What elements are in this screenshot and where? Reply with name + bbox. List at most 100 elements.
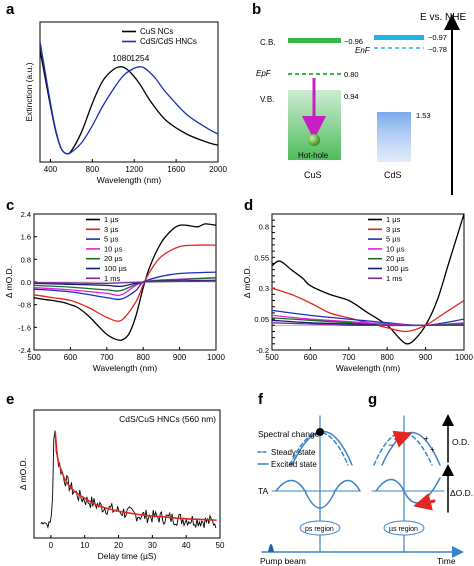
plot-frame-d [271,213,465,351]
us-region-ellipse [383,520,425,536]
enf-label: EnF [355,46,371,55]
legend-label-d: 20 µs [386,254,405,263]
series-line-d-1-ms [272,322,464,327]
series-line-c-20-µs [34,277,216,292]
cus-cb-value: −0.96 [344,37,363,46]
legend-label-a: CdS/CdS HNCs [140,37,197,46]
series-line-a-CdS/CdS-HNCs [40,41,218,155]
spectral-change-label: Spectral change [258,429,320,439]
chart-c-ta-spectra: 500 600 700 800 900 1000 -2.4 -1.6 -0.8 0.0 0.8 1.6… [4,210,225,373]
g-red-arrow-top [392,430,413,448]
x-tick-label-c: 900 [173,353,187,362]
g-ta-curve [375,477,441,504]
panel-label-b: b [252,1,261,18]
cds-cb-level [374,35,424,40]
legend-label-d: 100 µs [386,264,409,273]
x-tick-label-e: 50 [216,541,225,550]
x-tick-label-a: 400 [44,165,58,174]
x-tick-label-c: 500 [27,353,41,362]
panel-label-f: f [258,391,264,408]
panel-label-e: e [6,391,14,408]
y-tick-label-d: 0.3 [259,284,269,293]
y-axis-label-c: Δ mO.D. [4,266,14,298]
series-line-c-1-µs [34,223,216,341]
cds-cb-value: −0.97 [428,33,447,42]
legend-label-c: 3 µs [104,225,119,234]
chart-d-ta-spectra: 500 600 700 800 900 1000 -0.2 0.05 0.3 0.55 0.8 Wav… [242,213,473,373]
hot-hole-label: Hot-hole [298,151,329,160]
g-plus-sign-2: + [430,445,435,454]
series-line-d-1-µs [272,214,464,345]
cb-label: C.B. [260,38,276,47]
series-line-c-5-µs [34,271,216,301]
legend-label-c: 1 µs [104,215,119,224]
x-tick-label-a: 1200 [125,165,143,174]
legend-label-a: CuS NCs [140,27,173,36]
panel-label-d: d [244,197,253,214]
cus-cb-level [288,38,341,43]
ps-region-ellipse [299,520,341,536]
energy-axis-label: E vs. NHE [420,12,466,23]
y-tick-label-d: 0.55 [254,253,269,262]
cus-label: CuS [304,170,322,180]
x-tick-label-e: 0 [49,541,54,550]
x-tick-label-a: 2000 [209,165,227,174]
legend-label-c: 20 µs [104,254,123,263]
y-tick-label-c: -1.6 [18,323,31,332]
us-region-label: µs region [389,526,418,533]
legend-label-d: 3 µs [386,225,401,234]
f-marker-dot [316,428,324,436]
excited-state-label: Excited state [271,460,317,469]
y-tick-label-d: 0.05 [254,315,269,324]
series-line-a-CuS-NCs [40,49,218,155]
y-axis-label-e: Δ mO.D. [18,458,28,490]
panel-label-g: g [368,391,377,408]
legend-label-c: 5 µs [104,235,119,244]
x-tick-label-c: 800 [137,353,151,362]
g-red-arrow-bottom [413,493,436,511]
legend-label-c: 1 ms [104,274,121,283]
y-tick-label-c: 2.4 [21,210,31,219]
chart-annotation-e: CdS/CuS HNCs (560 nm) [119,414,216,424]
x-tick-label-a: 1600 [167,165,185,174]
od-label: O.D. [452,437,469,447]
x-tick-label-d: 500 [265,353,279,362]
x-tick-label-e: 10 [80,541,89,550]
cus-vb-value: 0.94 [344,92,359,101]
pump-beam-pulse [268,544,274,552]
g-minus-sign: − [388,440,393,450]
y-tick-label-c: 0.0 [21,278,31,287]
y-tick-label-d: -0.2 [256,346,269,355]
x-axis-label-a: Wavelength (nm) [97,175,162,185]
series-line-c-3-µs [34,244,216,322]
panel-label-a: a [6,1,15,18]
steady-state-label: Steady state [271,448,316,457]
peak-annotation-a: 1080 [112,53,131,63]
series-line-e-data [40,430,217,529]
panel-fg-schematic: Spectral change Steady state Excited sta… [257,414,473,566]
chart-e-ta-kinetics: 0 10 20 30 40 50 Delay time (µS) Δ mO.D. CdS/CuS… [18,409,225,561]
x-tick-label-d: 800 [381,353,395,362]
y-tick-label-c: -2.4 [18,346,31,355]
legend-label-d: 1 µs [386,215,401,224]
legend-label-c: 100 µs [104,264,127,273]
hot-hole-sphere [308,134,320,146]
panel-label-c: c [6,197,14,214]
x-tick-label-d: 900 [419,353,433,362]
cus-epf-value: 0.80 [344,70,359,79]
x-tick-label-d: 600 [304,353,318,362]
cds-label: CdS [384,170,402,180]
x-tick-label-c: 600 [64,353,78,362]
x-axis-label-d: Wavelength (nm) [336,363,401,373]
x-tick-label-e: 40 [182,541,191,550]
legend-label-d: 10 µs [386,244,405,253]
x-tick-label-d: 700 [342,353,356,362]
cds-vb-band [377,112,411,162]
x-axis-label-c: Wavelength (nm) [93,363,158,373]
cds-enf-value: −0.78 [428,45,447,54]
time-label: Time [437,556,456,566]
ta-label: TA [258,486,269,496]
peak-annotation-a: 1254 [130,53,149,63]
y-tick-label-d: 0.8 [259,222,269,231]
